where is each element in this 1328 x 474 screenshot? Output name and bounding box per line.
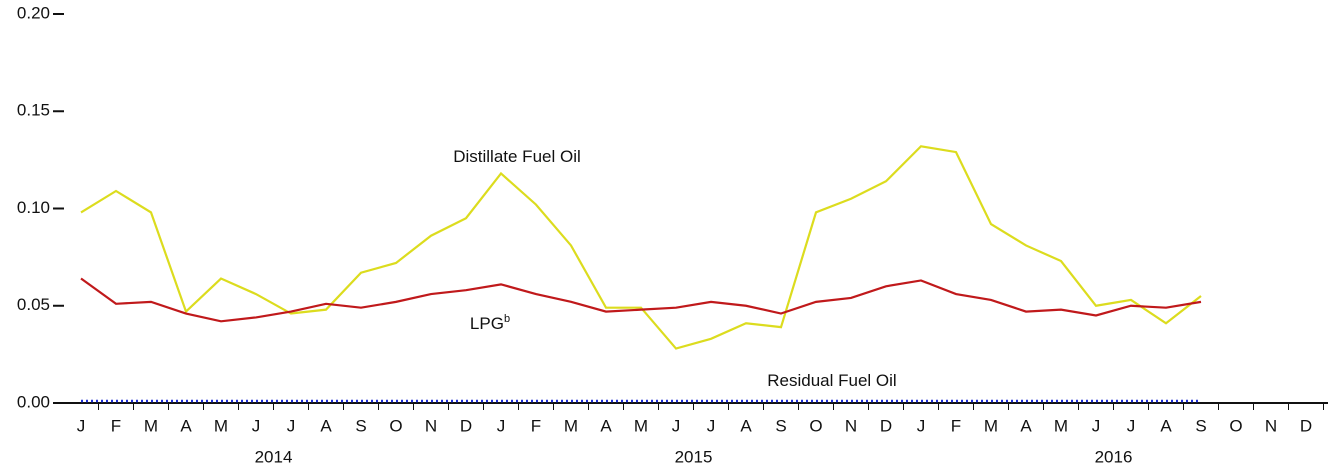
x-tick-label: A [180, 416, 192, 435]
x-tick-label: A [1160, 416, 1172, 435]
x-tick-label: M [144, 416, 158, 435]
x-tick-label: D [460, 416, 472, 435]
x-tick-label: O [1229, 416, 1242, 435]
series-line [80, 277, 1202, 323]
x-tick-label: J [77, 416, 86, 435]
annotation-text: LPG [470, 314, 504, 333]
x-tick-label: A [320, 416, 332, 435]
x-tick-label: J [497, 416, 506, 435]
x-tick-label: J [707, 416, 716, 435]
x-tick-label: N [845, 416, 857, 435]
x-tick-label: N [425, 416, 437, 435]
annotation-text: Distillate Fuel Oil [453, 147, 581, 166]
y-tick-label: 0.10 [17, 198, 50, 217]
x-tick-label: F [531, 416, 541, 435]
x-tick-label: J [1127, 416, 1136, 435]
x-tick-label: O [389, 416, 402, 435]
year-label: 2015 [675, 447, 713, 466]
x-tick-label: M [634, 416, 648, 435]
annotation: Residual Fuel Oil [767, 371, 896, 390]
x-tick-label: J [672, 416, 681, 435]
y-tick-label: 0.15 [17, 101, 50, 120]
x-tick-label: J [917, 416, 926, 435]
x-tick-label: M [214, 416, 228, 435]
x-tick-label: M [564, 416, 578, 435]
annotation-sup: b [504, 313, 510, 325]
x-tick-label: F [111, 416, 121, 435]
annotation: Distillate Fuel Oil [453, 147, 581, 166]
x-tick-label: S [355, 416, 366, 435]
x-tick-label: S [775, 416, 786, 435]
year-label: 2016 [1095, 447, 1133, 466]
annotation-text: Residual Fuel Oil [767, 371, 896, 390]
x-tick-label: A [740, 416, 752, 435]
y-tick-label: 0.00 [17, 392, 50, 411]
y-tick-label: 0.05 [17, 295, 50, 314]
x-tick-label: J [287, 416, 296, 435]
x-tick-label: S [1195, 416, 1206, 435]
series-line [80, 145, 1202, 350]
x-tick-label: A [1020, 416, 1032, 435]
y-tick-label: 0.20 [17, 3, 50, 22]
x-tick-label: M [1054, 416, 1068, 435]
year-label: 2014 [255, 447, 293, 466]
x-tick-label: N [1265, 416, 1277, 435]
x-tick-label: D [880, 416, 892, 435]
x-tick-label: J [252, 416, 261, 435]
x-tick-label: D [1300, 416, 1312, 435]
x-tick-label: M [984, 416, 998, 435]
x-tick-label: A [600, 416, 612, 435]
x-tick-label: J [1092, 416, 1101, 435]
x-tick-label: F [951, 416, 961, 435]
annotation: LPGb [470, 313, 510, 334]
x-tick-label: O [809, 416, 822, 435]
